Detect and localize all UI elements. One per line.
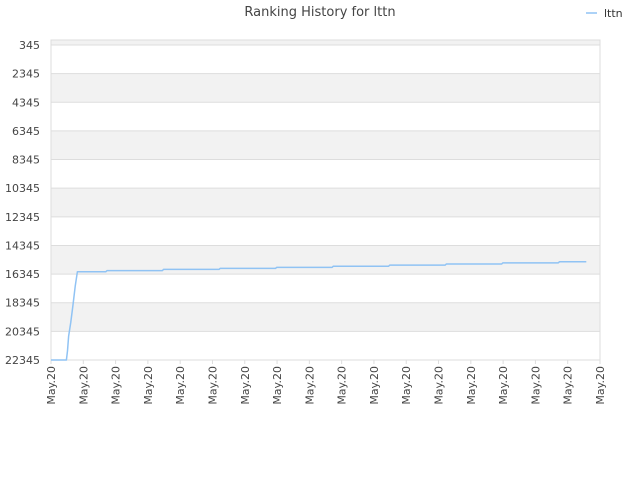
x-tick-label: May.20: [433, 366, 446, 405]
x-tick-label: May.20: [529, 366, 542, 405]
gridlines: [51, 44, 600, 361]
y-tick-label: 4345: [12, 96, 40, 109]
x-tick-label: May.20: [271, 366, 284, 405]
plot-band: [51, 73, 600, 103]
chart-title: Ranking History for lttn: [244, 5, 395, 20]
series-group: [51, 261, 587, 361]
y-tick-label: 14345: [5, 239, 40, 252]
y-tick-label: 22345: [5, 354, 40, 367]
y-tick-label: 345: [19, 39, 40, 52]
x-tick-label: May.20: [174, 366, 187, 405]
plot-band: [51, 274, 600, 303]
x-tick-label: May.20: [142, 366, 155, 405]
x-tick-label: May.20: [336, 366, 349, 405]
x-tick-label: May.20: [206, 366, 219, 405]
plot-band: [51, 331, 600, 360]
x-tick-label: May.20: [465, 366, 478, 405]
x-tick-label: May.20: [110, 366, 123, 405]
plot-band: [51, 40, 600, 45]
y-tick-label: 20345: [5, 325, 40, 338]
x-tick-label: May.20: [562, 366, 575, 405]
y-axis-labels: 345 2345 4345 6345 8345 10345 12345 14345 16345 1…: [5, 39, 40, 367]
series-line-lttn: [51, 261, 587, 361]
y-tick-label: 12345: [5, 211, 40, 224]
x-tick-label: May.20: [368, 366, 381, 405]
x-tick-label: May.20: [594, 366, 607, 405]
x-tick-label: May.20: [303, 366, 316, 405]
y-tick-label: 10345: [5, 182, 40, 195]
plot-band: [51, 102, 600, 131]
legend: lttn: [586, 7, 623, 20]
y-tick-label: 16345: [5, 268, 40, 281]
x-tick-label: May.20: [497, 366, 510, 405]
plot-band: [51, 45, 600, 74]
plot-band: [51, 130, 600, 160]
plot-band: [51, 159, 600, 189]
legend-label: lttn: [604, 7, 623, 20]
plot-band: [51, 302, 600, 332]
x-tick-label: May.20: [239, 366, 252, 405]
plot-band: [51, 245, 600, 275]
y-tick-label: 18345: [5, 297, 40, 310]
plot-bands: [51, 40, 600, 360]
x-axis-labels: May.20 May.20 May.20 May.20 May.20 May.20 May.…: [45, 360, 607, 405]
plot-band: [51, 216, 600, 246]
x-tick-label: May.20: [400, 366, 413, 405]
y-tick-label: 8345: [12, 154, 40, 167]
plot-border: [50, 39, 601, 361]
plot-band: [51, 188, 600, 217]
y-tick-label: 6345: [12, 125, 40, 138]
y-tick-label: 2345: [12, 68, 40, 81]
x-tick-label: May.20: [77, 366, 90, 405]
x-tick-label: May.20: [45, 366, 58, 405]
